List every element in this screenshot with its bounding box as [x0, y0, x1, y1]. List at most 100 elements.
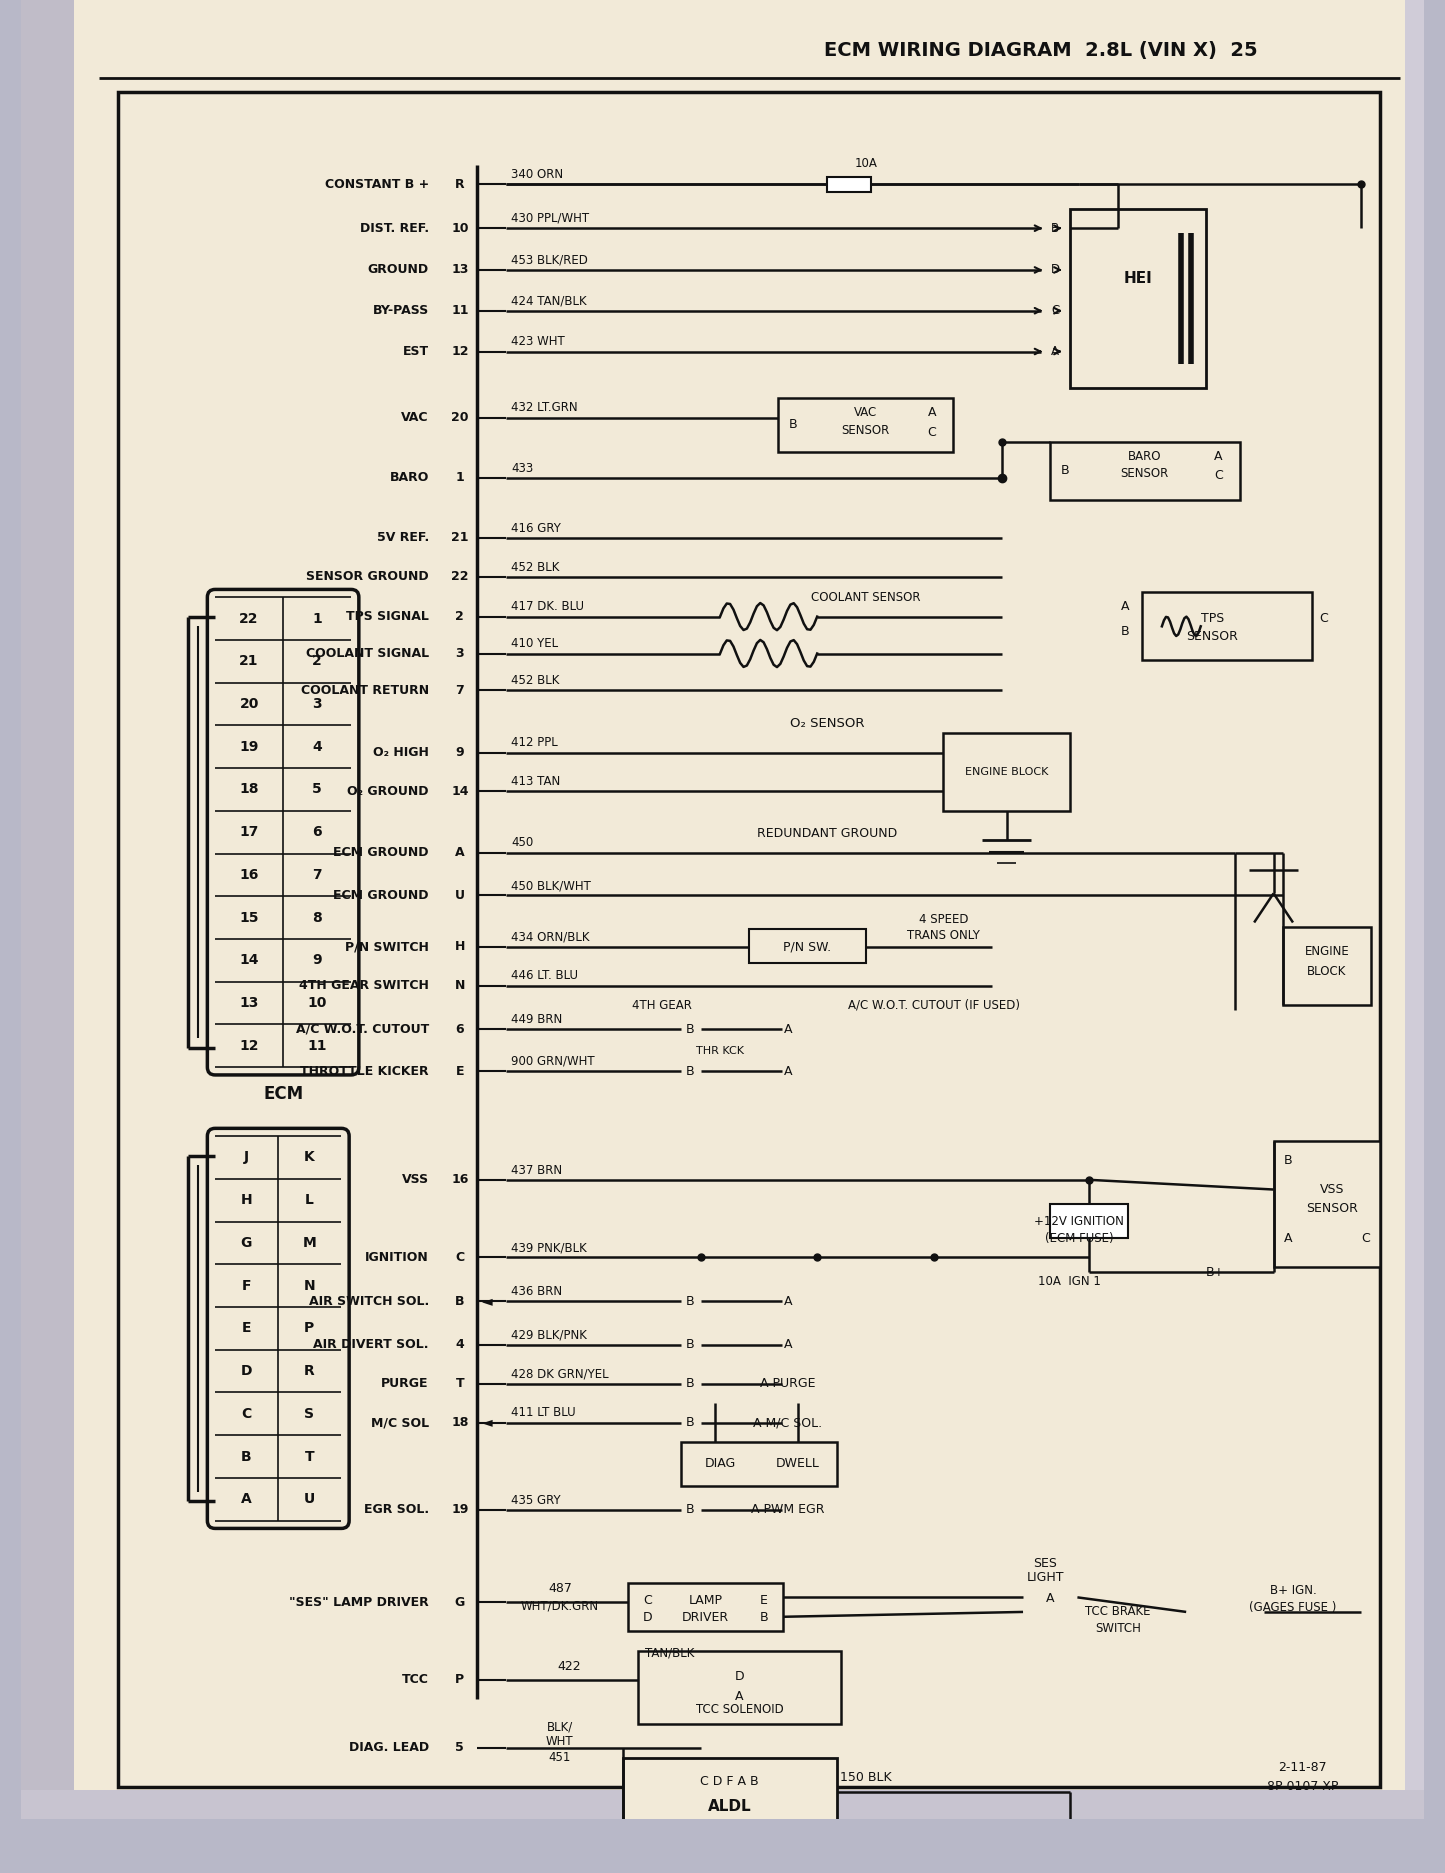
Text: P/N SW.: P/N SW. — [783, 940, 831, 953]
Bar — [637, 1650, 841, 1723]
Text: 487: 487 — [548, 1583, 572, 1596]
Text: ECM WIRING DIAGRAM  2.8L (VIN X)  25: ECM WIRING DIAGRAM 2.8L (VIN X) 25 — [824, 41, 1257, 60]
Text: B: B — [686, 1064, 695, 1077]
Text: 4TH GEAR: 4TH GEAR — [631, 998, 692, 1011]
Text: 15: 15 — [240, 910, 259, 925]
Text: SENSOR GROUND: SENSOR GROUND — [306, 569, 429, 583]
Text: G: G — [455, 1596, 465, 1609]
Text: 10A: 10A — [854, 157, 877, 170]
Text: 9: 9 — [455, 745, 464, 759]
Text: 5: 5 — [312, 783, 322, 796]
Text: 432 LT.GRN: 432 LT.GRN — [512, 401, 578, 414]
Text: SENSOR: SENSOR — [1120, 468, 1169, 479]
Text: 20: 20 — [451, 410, 468, 423]
Text: A M/C SOL.: A M/C SOL. — [753, 1416, 822, 1429]
Text: VSS: VSS — [402, 1172, 429, 1186]
Text: 1: 1 — [312, 612, 322, 626]
Text: ENGINE: ENGINE — [1305, 946, 1350, 959]
Text: B: B — [1121, 626, 1130, 637]
Text: B: B — [686, 1023, 695, 1036]
Text: S: S — [305, 1407, 315, 1422]
Text: 452 BLK: 452 BLK — [512, 560, 559, 573]
Text: 18: 18 — [451, 1416, 468, 1429]
Bar — [1069, 208, 1205, 388]
Text: 3: 3 — [455, 646, 464, 659]
Text: 20: 20 — [240, 697, 259, 712]
Text: P/N SWITCH: P/N SWITCH — [345, 940, 429, 953]
Text: 3: 3 — [312, 697, 322, 712]
Text: ALDL: ALDL — [708, 1798, 751, 1813]
Text: H: H — [240, 1193, 251, 1208]
FancyBboxPatch shape — [208, 590, 358, 1075]
Text: 433: 433 — [512, 461, 533, 474]
Text: ENGINE BLOCK: ENGINE BLOCK — [965, 766, 1048, 777]
Text: 424 TAN/BLK: 424 TAN/BLK — [512, 294, 587, 307]
Text: U: U — [455, 890, 465, 901]
Text: 2-11-87: 2-11-87 — [1279, 1761, 1327, 1774]
Text: COOLANT RETURN: COOLANT RETURN — [301, 684, 429, 697]
Text: 434 ORN/BLK: 434 ORN/BLK — [512, 931, 590, 944]
Bar — [1051, 1204, 1129, 1238]
Text: COOLANT SIGNAL: COOLANT SIGNAL — [306, 646, 429, 659]
Text: 452 BLK: 452 BLK — [512, 674, 559, 687]
Text: 340 ORN: 340 ORN — [512, 169, 564, 182]
Text: G: G — [240, 1236, 251, 1249]
Text: A: A — [928, 406, 936, 420]
Text: 410 YEL: 410 YEL — [512, 637, 558, 650]
Text: 17: 17 — [240, 826, 259, 839]
Text: 21: 21 — [240, 654, 259, 669]
Text: D: D — [643, 1611, 652, 1624]
Text: 1: 1 — [455, 472, 464, 485]
Text: 6: 6 — [455, 1023, 464, 1036]
Text: EGR SOL.: EGR SOL. — [364, 1504, 429, 1517]
Text: A PURGE: A PURGE — [760, 1377, 816, 1390]
Text: 422: 422 — [558, 1659, 581, 1673]
Bar — [1143, 592, 1312, 661]
Text: THROTTLE KICKER: THROTTLE KICKER — [301, 1064, 429, 1077]
Text: P: P — [305, 1320, 315, 1335]
Text: A: A — [1121, 601, 1129, 612]
Text: B: B — [1051, 221, 1059, 234]
Text: E: E — [760, 1594, 767, 1607]
Text: O₂ HIGH: O₂ HIGH — [373, 745, 429, 759]
Text: T: T — [305, 1450, 314, 1463]
Bar — [1405, 0, 1425, 1819]
Text: 416 GRY: 416 GRY — [512, 523, 561, 536]
Text: REDUNDANT GROUND: REDUNDANT GROUND — [757, 826, 897, 839]
Text: A: A — [783, 1064, 792, 1077]
Text: WHT/DK.GRN: WHT/DK.GRN — [520, 1600, 598, 1613]
Text: C: C — [455, 1251, 464, 1264]
Text: TAN/BLK: TAN/BLK — [644, 1646, 694, 1659]
Text: 6: 6 — [312, 826, 322, 839]
Text: 12: 12 — [451, 345, 468, 358]
Text: B: B — [686, 1339, 695, 1352]
Text: C: C — [1319, 612, 1328, 626]
Text: C: C — [1214, 470, 1222, 483]
Text: ECM: ECM — [263, 1084, 303, 1103]
Text: 21: 21 — [451, 532, 468, 545]
Text: 450: 450 — [512, 837, 533, 848]
Bar — [20, 0, 74, 1819]
Text: T: T — [455, 1377, 464, 1390]
Text: O₂ GROUND: O₂ GROUND — [347, 785, 429, 798]
Text: N: N — [303, 1279, 315, 1292]
Text: B: B — [455, 1294, 465, 1307]
Text: A: A — [736, 1689, 744, 1703]
Text: "SES" LAMP DRIVER: "SES" LAMP DRIVER — [289, 1596, 429, 1609]
Text: TPS: TPS — [1201, 612, 1224, 626]
Text: 4: 4 — [455, 1339, 464, 1352]
Text: 8: 8 — [312, 910, 322, 925]
Text: +12V IGNITION: +12V IGNITION — [1035, 1216, 1124, 1229]
Text: 411 LT BLU: 411 LT BLU — [512, 1407, 577, 1420]
Bar — [1051, 442, 1240, 500]
Text: EST: EST — [403, 345, 429, 358]
Text: 5: 5 — [455, 1742, 464, 1755]
Text: 9: 9 — [312, 953, 322, 966]
Text: TPS SIGNAL: TPS SIGNAL — [345, 611, 429, 624]
Text: BLK/: BLK/ — [546, 1719, 574, 1733]
Text: A: A — [783, 1023, 792, 1036]
Text: PURGE: PURGE — [381, 1377, 429, 1390]
Text: GROUND: GROUND — [367, 264, 429, 277]
Text: TCC BRAKE: TCC BRAKE — [1085, 1605, 1152, 1618]
Text: (GAGES FUSE ): (GAGES FUSE ) — [1250, 1601, 1337, 1613]
